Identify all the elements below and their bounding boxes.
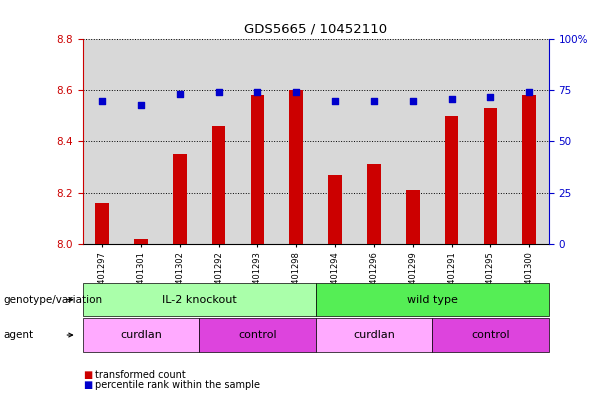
- Point: [136, 101, 146, 108]
- Bar: [134, 239, 148, 244]
- Text: control: control: [238, 330, 277, 340]
- Bar: [367, 164, 381, 244]
- Text: percentile rank within the sample: percentile rank within the sample: [95, 380, 260, 390]
- Text: ■: ■: [83, 371, 92, 380]
- Bar: [289, 90, 303, 244]
- Point: [447, 95, 457, 102]
- Point: [524, 89, 534, 95]
- Text: control: control: [471, 330, 510, 340]
- Point: [291, 89, 301, 95]
- Bar: [406, 190, 419, 244]
- Text: curdlan: curdlan: [120, 330, 162, 340]
- Point: [330, 97, 340, 104]
- Bar: [96, 203, 109, 244]
- Text: curdlan: curdlan: [353, 330, 395, 340]
- Title: GDS5665 / 10452110: GDS5665 / 10452110: [244, 22, 387, 35]
- Text: genotype/variation: genotype/variation: [3, 295, 102, 305]
- Text: IL-2 knockout: IL-2 knockout: [162, 295, 237, 305]
- Point: [485, 94, 495, 100]
- Bar: [329, 175, 342, 244]
- Point: [175, 91, 185, 97]
- Point: [369, 97, 379, 104]
- Point: [97, 97, 107, 104]
- Bar: [173, 154, 186, 244]
- Text: ■: ■: [83, 380, 92, 390]
- Bar: [484, 108, 497, 244]
- Point: [253, 89, 262, 95]
- Point: [214, 89, 224, 95]
- Point: [408, 97, 417, 104]
- Text: transformed count: transformed count: [95, 371, 186, 380]
- Bar: [445, 116, 459, 244]
- Text: agent: agent: [3, 330, 33, 340]
- Bar: [251, 95, 264, 244]
- Text: wild type: wild type: [407, 295, 457, 305]
- Bar: [212, 126, 226, 244]
- Bar: [522, 95, 536, 244]
